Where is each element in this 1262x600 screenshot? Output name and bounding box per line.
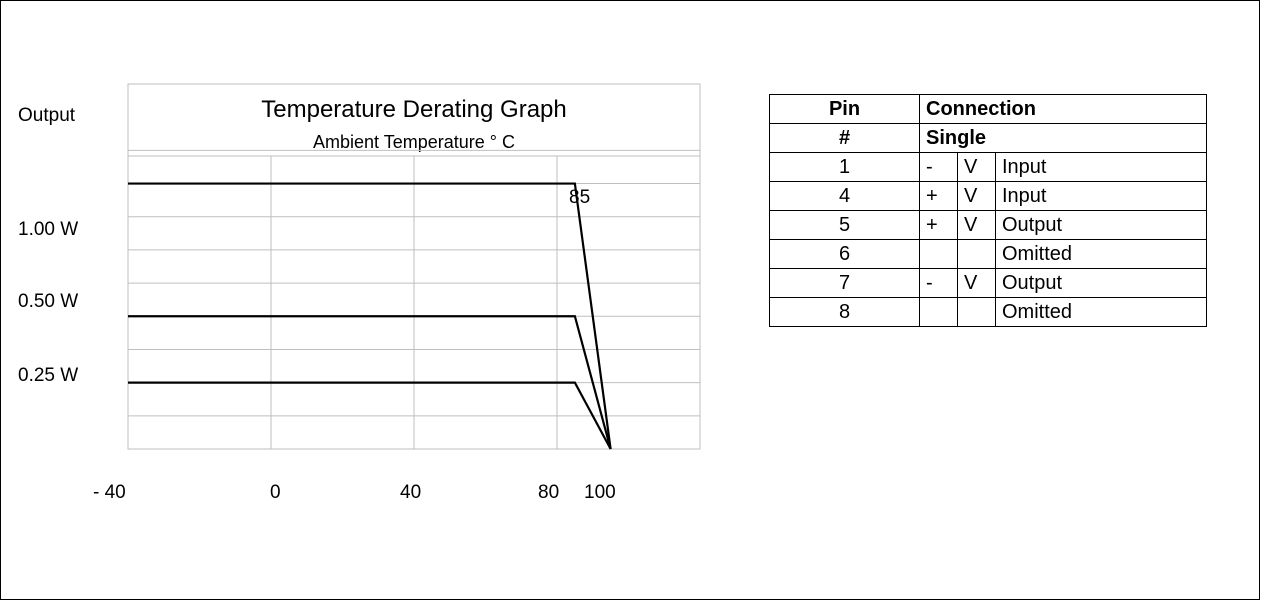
function-cell: Input — [995, 181, 1207, 211]
table-row: 6 Omitted — [769, 239, 1207, 269]
pin-number-cell: 8 — [769, 297, 920, 327]
voltage-cell — [957, 239, 996, 269]
derating-line-1 — [128, 315, 612, 450]
derating-line-0 — [128, 182, 612, 450]
voltage-cell: V — [957, 210, 996, 240]
y-tick-label: 0.50 W — [18, 291, 79, 312]
x-tick-label: 80 — [538, 482, 560, 503]
annotation-85: 85 — [569, 187, 591, 208]
table-subheader-row: # Single — [769, 123, 1207, 153]
pin-connection-table: Pin Connection # Single 1- V Input 4 + V Input… — [769, 94, 1207, 327]
polarity-cell: - — [919, 152, 958, 182]
voltage-cell: V — [957, 152, 996, 182]
polarity-cell: + — [919, 210, 958, 240]
table-row: 5 + V Output — [769, 210, 1207, 240]
polarity-cell: - — [919, 268, 958, 298]
header-single: Single — [919, 123, 1207, 153]
function-cell: Input — [995, 152, 1207, 182]
polarity-cell — [919, 239, 958, 269]
table-row: 1- V Input — [769, 152, 1207, 182]
voltage-cell: V — [957, 181, 996, 211]
polarity-cell — [919, 297, 958, 327]
header-connection: Connection — [919, 94, 1207, 124]
x-tick-label: 0 — [270, 482, 281, 503]
function-cell: Omitted — [995, 239, 1207, 269]
pin-number-cell: 7 — [769, 268, 920, 298]
y-tick-label: 1.00 W — [18, 219, 79, 240]
voltage-cell: V — [957, 268, 996, 298]
pin-number-cell: 1 — [769, 152, 920, 182]
pin-number-cell: 5 — [769, 210, 920, 240]
x-tick-label: 100 — [584, 482, 616, 503]
table-row: 8 Omitted — [769, 297, 1207, 327]
function-cell: Omitted — [995, 297, 1207, 327]
function-cell: Output — [995, 210, 1207, 240]
pin-number-cell: 6 — [769, 239, 920, 269]
x-tick-label: 40 — [400, 482, 422, 503]
function-cell: Output — [995, 268, 1207, 298]
voltage-cell — [957, 297, 996, 327]
polarity-cell: + — [919, 181, 958, 211]
derating-line-2 — [128, 381, 612, 450]
y-axis-label: Output — [18, 105, 76, 126]
chart-title: Temperature Derating Graph — [261, 96, 567, 123]
pin-number-cell: 4 — [769, 181, 920, 211]
table-row: 4 + V Input — [769, 181, 1207, 211]
y-tick-label: 0.25 W — [18, 365, 79, 386]
header-pin: Pin — [769, 94, 920, 124]
x-tick-label: - 40 — [93, 482, 126, 503]
table-row: 7- V Output — [769, 268, 1207, 298]
table-header-row: Pin Connection — [769, 94, 1207, 124]
chart-subtitle: Ambient Temperature ° C — [313, 132, 515, 152]
header-pin-number: # — [769, 123, 920, 153]
